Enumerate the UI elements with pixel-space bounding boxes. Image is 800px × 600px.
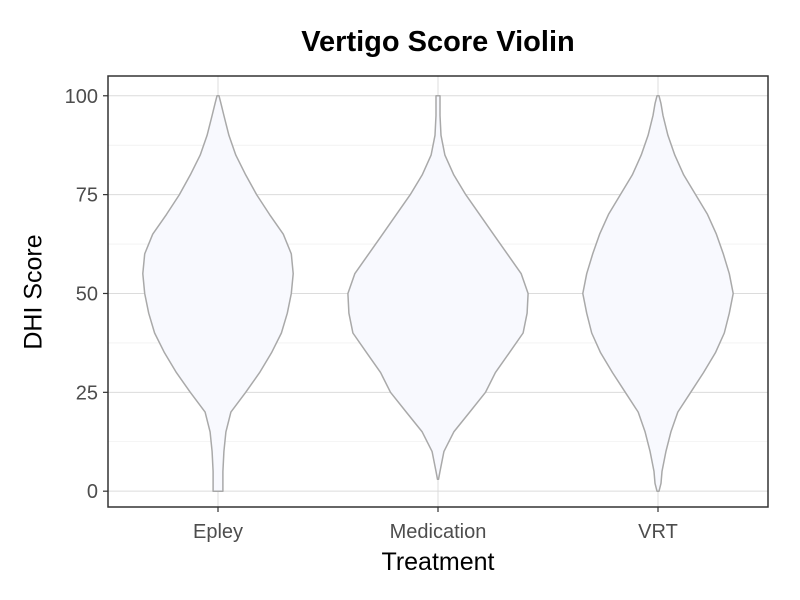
violin-vrt [582,95,734,492]
x-tick-label: VRT [638,521,678,543]
y-tick-label: 100 [65,86,98,108]
x-axis-label: Treatment [381,548,495,576]
y-tick-label: 50 [76,283,98,305]
y-tick-label: 75 [76,185,98,207]
x-tick-label: Medication [390,521,487,543]
violin-medication [347,95,529,481]
violins [142,95,734,492]
y-tick-label: 25 [76,382,98,404]
violin-epley [142,95,294,492]
y-tick-label: 0 [87,481,98,503]
axes: 0 25 50 75 100 Epley Medication VRT [65,86,678,543]
y-axis-label: DHI Score [19,234,48,350]
x-tick-label: Epley [193,521,243,543]
chart-title: Vertigo Score Violin [301,26,575,58]
